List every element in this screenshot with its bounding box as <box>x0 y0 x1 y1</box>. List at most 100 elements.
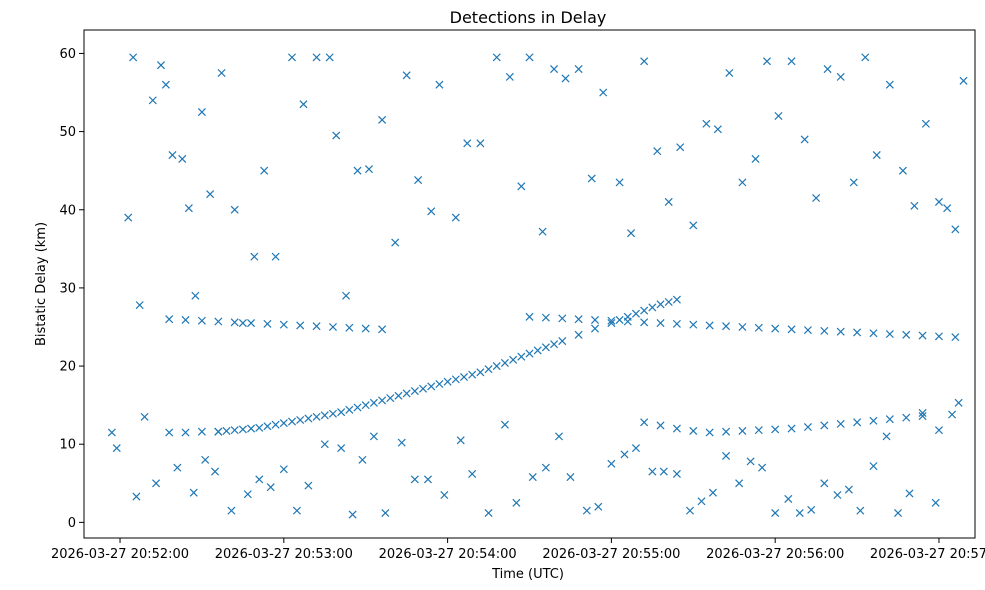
data-point <box>184 204 193 213</box>
data-point <box>725 68 734 78</box>
data-point <box>500 358 509 367</box>
data-point <box>607 459 616 468</box>
data-point <box>836 419 845 428</box>
data-point <box>872 151 881 160</box>
data-point <box>771 508 780 518</box>
data-point <box>882 432 891 441</box>
data-point <box>451 375 460 384</box>
data-point <box>517 182 526 191</box>
data-point <box>435 80 444 89</box>
data-point <box>402 71 411 80</box>
data-point <box>541 463 550 472</box>
data-point <box>451 213 460 222</box>
data-point <box>656 421 665 430</box>
data-point <box>156 61 166 70</box>
data-point <box>230 205 239 214</box>
data-point <box>328 322 337 332</box>
data-point <box>463 139 472 148</box>
data-point <box>132 492 141 501</box>
data-point <box>173 463 182 472</box>
data-point <box>222 426 231 435</box>
data-point <box>774 111 783 120</box>
data-point <box>918 408 927 417</box>
data-point <box>165 315 174 324</box>
data-point <box>312 412 321 421</box>
data-point <box>771 324 780 333</box>
data-point <box>332 131 341 140</box>
data-point <box>419 384 428 393</box>
data-point <box>640 318 649 327</box>
x-axis: 2026-03-27 20:52:00 2026-03-27 20:53:00 20… <box>51 538 985 562</box>
data-point <box>787 424 796 433</box>
data-point <box>620 450 629 459</box>
data-point <box>800 135 809 144</box>
data-point <box>943 204 952 213</box>
data-point <box>414 176 423 185</box>
data-point <box>369 432 378 441</box>
data-point <box>211 467 220 476</box>
data-point <box>689 221 698 230</box>
data-point <box>574 330 583 339</box>
data-point <box>566 473 575 482</box>
y-tick-label: 60 <box>59 47 76 62</box>
data-point <box>934 197 943 206</box>
data-point <box>599 88 608 97</box>
data-point <box>129 53 138 62</box>
data-point <box>260 166 269 175</box>
data-point <box>378 115 387 124</box>
data-point <box>124 213 133 222</box>
data-point <box>844 485 853 494</box>
data-point <box>722 427 731 436</box>
data-point <box>898 166 907 175</box>
data-point <box>292 506 301 515</box>
y-tick-label: 30 <box>59 281 76 296</box>
data-point <box>197 108 206 117</box>
data-point <box>587 174 596 183</box>
data-point <box>746 457 755 466</box>
data-point <box>934 332 943 341</box>
data-point <box>672 424 681 433</box>
data-point <box>345 323 354 332</box>
data-point <box>905 489 914 498</box>
data-point <box>607 316 616 325</box>
data-point <box>410 387 419 396</box>
data-point <box>934 426 943 435</box>
data-point <box>484 508 493 518</box>
data-point <box>468 469 477 478</box>
data-point <box>885 415 894 424</box>
data-point <box>345 405 354 414</box>
data-point <box>512 498 521 507</box>
data-point <box>197 316 206 325</box>
y-axis: 0 10 20 30 40 50 60 <box>59 47 84 531</box>
data-point <box>263 319 272 328</box>
data-point <box>754 323 763 332</box>
data-point <box>541 313 550 322</box>
data-point <box>959 76 968 85</box>
data-point <box>517 352 526 361</box>
x-axis-label: Time (UTC) <box>491 567 564 582</box>
plot-area <box>107 53 968 519</box>
data-point <box>299 100 308 109</box>
data-point <box>320 411 329 420</box>
data-point <box>440 490 449 500</box>
data-point <box>456 436 465 445</box>
data-point <box>910 201 919 210</box>
data-point <box>410 475 419 484</box>
data-point <box>902 330 911 339</box>
data-point <box>735 479 744 488</box>
data-point <box>820 326 829 335</box>
data-point <box>951 333 960 342</box>
data-point <box>590 324 600 333</box>
data-point <box>443 377 452 386</box>
data-point <box>853 418 862 427</box>
x-tick-label: 2026-03-27 20:53:00 <box>215 547 353 562</box>
data-point <box>664 297 673 306</box>
data-point <box>369 398 378 407</box>
data-point <box>168 151 177 160</box>
data-point <box>279 320 288 329</box>
data-point <box>795 508 804 518</box>
data-point <box>394 391 403 400</box>
data-point <box>287 417 297 426</box>
data-point <box>271 252 280 261</box>
chart-title: Detections in Delay <box>450 8 607 27</box>
